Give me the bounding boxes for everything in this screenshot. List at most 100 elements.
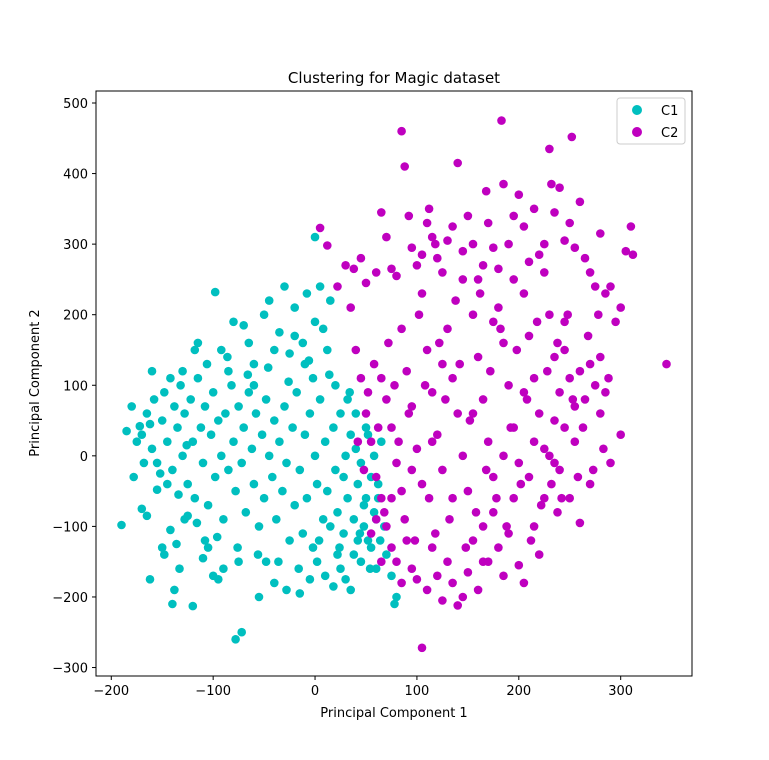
- data-point-c1: [359, 522, 369, 531]
- data-point-c2: [366, 437, 376, 447]
- data-point-c2: [438, 359, 447, 369]
- data-point-c2: [590, 381, 600, 390]
- data-point-c2: [588, 465, 598, 475]
- data-point-c1: [239, 321, 248, 330]
- data-point-c2: [575, 197, 585, 207]
- data-point-c1: [308, 373, 318, 383]
- data-point-c2: [509, 211, 518, 221]
- data-point-c2: [585, 268, 595, 277]
- data-point-c1: [284, 377, 293, 387]
- data-point-c1: [200, 536, 210, 545]
- data-point-c2: [575, 366, 585, 376]
- data-point-c2: [473, 585, 483, 595]
- data-point-c1: [343, 493, 352, 503]
- data-point-c2: [583, 331, 593, 341]
- data-point-c2: [427, 543, 437, 552]
- data-point-c2: [377, 557, 386, 566]
- data-point-c1: [193, 338, 203, 348]
- data-point-c1: [318, 515, 328, 524]
- data-point-c2: [514, 190, 524, 199]
- data-point-c1: [331, 465, 340, 475]
- data-point-c2: [424, 204, 434, 214]
- data-point-c2: [560, 423, 569, 432]
- data-point-c2: [519, 388, 529, 397]
- data-point-c2: [489, 508, 498, 517]
- data-point-c2: [529, 522, 539, 531]
- series-c2: [315, 116, 671, 653]
- data-point-c1: [206, 430, 216, 440]
- x-tick-label: 200: [506, 684, 531, 699]
- data-point-c1: [343, 395, 352, 404]
- data-point-c2: [616, 303, 625, 312]
- data-point-c1: [233, 543, 242, 552]
- data-point-c1: [229, 317, 238, 327]
- data-point-c1: [353, 479, 363, 489]
- data-point-c2: [596, 229, 605, 238]
- data-point-c2: [445, 515, 454, 524]
- data-point-c1: [361, 493, 371, 503]
- data-point-c2: [565, 218, 574, 228]
- data-point-c2: [529, 437, 539, 447]
- data-point-c2: [473, 352, 483, 362]
- data-point-c1: [329, 423, 338, 432]
- data-point-c2: [458, 246, 468, 256]
- chart-title: Clustering for Magic dataset: [288, 69, 500, 87]
- data-point-c2: [453, 601, 463, 610]
- data-point-c2: [387, 423, 396, 432]
- data-point-c1: [387, 571, 396, 581]
- data-point-c2: [448, 222, 457, 231]
- data-point-c1: [160, 388, 169, 397]
- data-point-c1: [333, 550, 342, 559]
- data-point-c2: [412, 444, 422, 454]
- data-point-c2: [371, 515, 381, 524]
- data-point-c2: [599, 444, 608, 454]
- data-point-c2: [356, 253, 366, 263]
- data-point-c2: [494, 543, 503, 552]
- data-point-c2: [519, 578, 529, 588]
- data-point-c1: [371, 564, 381, 573]
- data-point-c2: [509, 493, 518, 503]
- data-point-c2: [502, 522, 511, 531]
- data-point-c1: [231, 635, 240, 644]
- data-point-c1: [288, 423, 297, 432]
- data-point-c1: [326, 296, 335, 305]
- plot-frame: [95, 90, 693, 677]
- data-point-c2: [534, 550, 544, 559]
- data-point-c2: [486, 366, 495, 376]
- data-point-c1: [241, 508, 251, 517]
- data-point-c2: [499, 571, 508, 581]
- data-point-c1: [345, 388, 355, 397]
- data-point-c2: [483, 437, 493, 447]
- data-point-c2: [524, 331, 534, 341]
- data-point-c2: [356, 373, 366, 383]
- data-point-c1: [237, 458, 246, 468]
- data-point-c1: [239, 423, 248, 432]
- data-point-c1: [214, 416, 223, 425]
- data-point-c2: [575, 518, 585, 528]
- data-point-c1: [249, 381, 259, 390]
- data-point-c2: [524, 257, 534, 267]
- data-point-c2: [438, 268, 447, 277]
- data-point-c2: [560, 317, 569, 327]
- data-point-c1: [275, 437, 284, 447]
- data-point-c1: [341, 451, 350, 461]
- data-point-c2: [478, 522, 488, 531]
- data-point-c1: [356, 557, 366, 566]
- data-point-c1: [127, 402, 136, 411]
- data-point-c2: [448, 373, 457, 383]
- data-point-c1: [264, 296, 274, 305]
- data-point-c2: [557, 493, 566, 503]
- data-point-c1: [363, 430, 373, 440]
- y-axis-label: Principal Component 2: [28, 309, 43, 456]
- data-point-c2: [532, 317, 542, 327]
- data-point-c1: [166, 525, 175, 535]
- data-point-c2: [400, 515, 410, 524]
- data-point-c2: [417, 250, 427, 259]
- data-point-c1: [166, 373, 175, 383]
- data-point-c1: [229, 437, 238, 447]
- data-point-c1: [137, 430, 147, 440]
- data-point-c2: [536, 500, 546, 510]
- data-point-c2: [568, 395, 578, 404]
- data-point-c2: [553, 338, 562, 348]
- data-point-c2: [412, 261, 422, 270]
